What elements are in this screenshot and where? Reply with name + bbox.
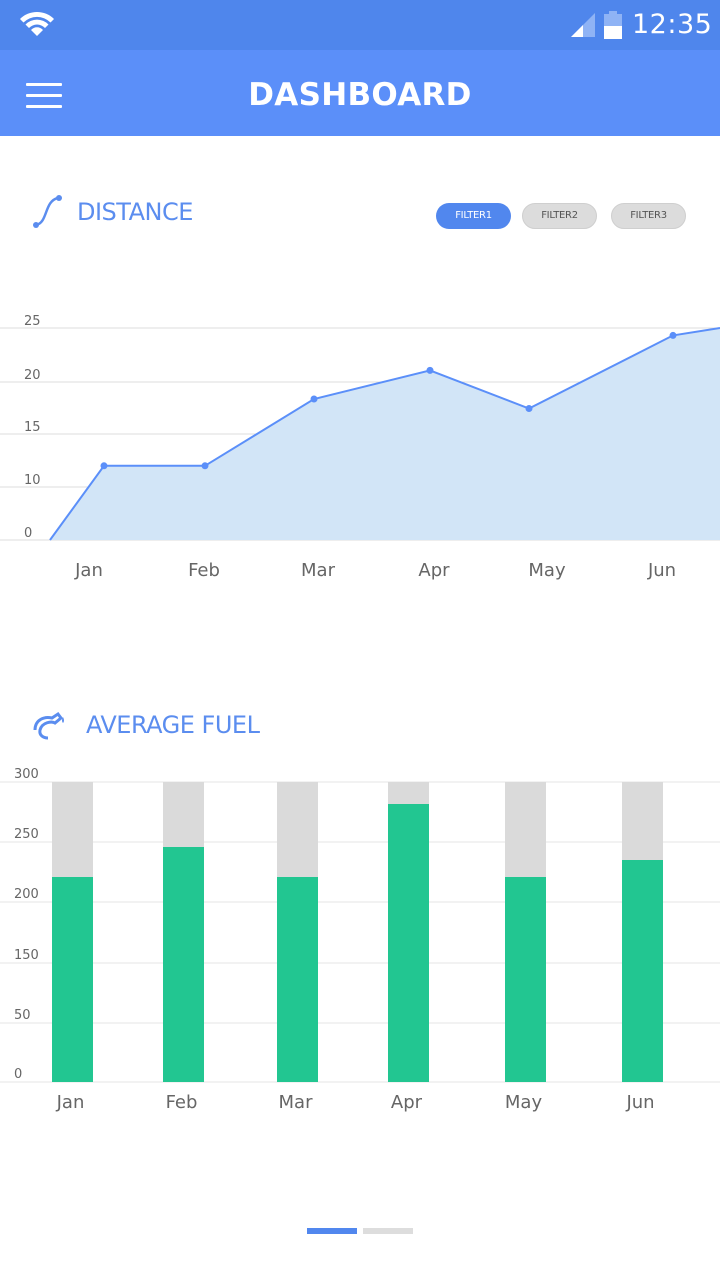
data-point: [100, 462, 108, 470]
bar: [52, 877, 93, 1082]
y-tick-label: 0: [14, 1067, 22, 1082]
x-tick-label: Mar: [279, 1092, 314, 1113]
y-tick-label: 50: [14, 1008, 31, 1023]
distance-chart: 25 20 15 10 0 Jan Feb Mar Apr May Jun: [0, 314, 720, 581]
y-tick-label: 0: [24, 526, 32, 541]
y-tick-label: 20: [24, 368, 41, 383]
bar: [388, 804, 429, 1082]
bar: [622, 860, 663, 1082]
x-tick-label: Jun: [625, 1092, 654, 1113]
x-tick-label: Feb: [188, 560, 220, 581]
wifi-icon: [20, 11, 54, 36]
y-tick-label: 150: [14, 948, 39, 963]
fuel-nozzle-icon: [33, 711, 64, 740]
pager-dot-2[interactable]: [363, 1228, 413, 1234]
x-tick-label: May: [505, 1092, 543, 1113]
y-tick-label: 25: [24, 314, 41, 329]
x-tick-label: Mar: [301, 560, 336, 581]
clock: 12:35: [632, 9, 713, 40]
y-tick-label: 200: [14, 887, 39, 902]
data-point: [310, 395, 318, 403]
x-tick-label: Jan: [74, 560, 103, 581]
x-tick-label: Apr: [418, 560, 450, 581]
x-tick-label: Apr: [391, 1092, 423, 1113]
fuel-title: AVERAGE FUEL: [86, 711, 260, 739]
distance-title: DISTANCE: [77, 198, 193, 226]
battery-icon: [604, 11, 622, 39]
data-point: [525, 405, 533, 413]
app-bar: DASHBOARD: [0, 50, 720, 136]
hamburger-menu-icon[interactable]: [26, 83, 62, 109]
data-point: [201, 462, 209, 470]
x-tick-label: May: [528, 560, 566, 581]
filter2-button[interactable]: FILTER2: [522, 203, 597, 229]
pager-dot-1[interactable]: [307, 1228, 357, 1234]
bar: [277, 877, 318, 1082]
y-tick-label: 15: [24, 420, 41, 435]
cellular-signal-icon: [571, 13, 595, 37]
data-point: [669, 331, 677, 339]
status-bar: 12:35: [0, 0, 720, 50]
bar: [163, 847, 204, 1082]
filter3-button[interactable]: FILTER3: [611, 203, 686, 229]
page-title: DASHBOARD: [248, 77, 472, 113]
data-point: [426, 366, 434, 374]
filter1-button[interactable]: FILTER1: [436, 203, 511, 229]
x-tick-label: Jan: [56, 1092, 85, 1113]
series-line: [49, 327, 720, 541]
area-fill: [50, 328, 720, 540]
fuel-chart: 300 250 200 150 50 0 Jan Feb Mar Apr May Jun: [0, 767, 720, 1113]
y-tick-label: 10: [24, 473, 41, 488]
route-curve-icon: [33, 195, 62, 228]
bar: [505, 877, 546, 1082]
y-tick-label: 300: [14, 767, 39, 782]
x-tick-label: Feb: [166, 1092, 198, 1113]
y-tick-label: 250: [14, 827, 39, 842]
x-tick-label: Jun: [647, 560, 676, 581]
